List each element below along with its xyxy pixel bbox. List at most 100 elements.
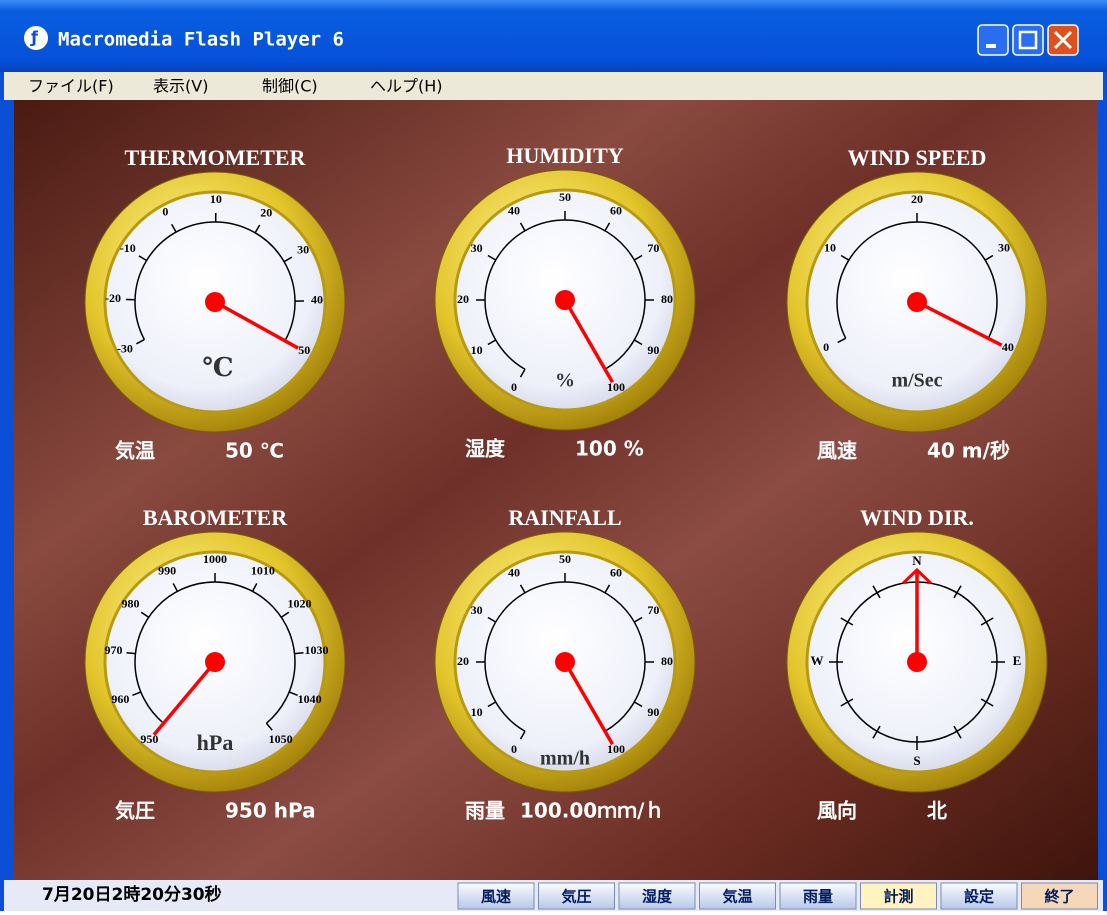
compass-label: N <box>912 553 922 568</box>
gauge-tick-label: 0 <box>511 380 517 394</box>
status-button-label: 計測 <box>883 888 913 906</box>
status-button-label: 気圧 <box>561 888 591 906</box>
gauge-tick-label: 0 <box>511 742 517 756</box>
status-button-label: 湿度 <box>642 888 673 906</box>
gauge-tick-label: 100 <box>607 742 625 756</box>
gauge-tick-label: -10 <box>120 241 136 255</box>
gauge-tick-label: 20 <box>260 206 272 220</box>
status-button-label: 風速 <box>481 888 511 906</box>
minimize-button[interactable] <box>978 25 1008 55</box>
gauge-tick-label: 60 <box>610 565 622 579</box>
gauge-tick-label: 1000 <box>203 552 227 566</box>
gauge-title: WIND SPEED <box>848 145 987 170</box>
reading-value: 50 ℃ <box>225 439 284 463</box>
gauge-hub <box>907 292 927 312</box>
gauge-tick-label: 40 <box>311 293 323 307</box>
reading-label: 気温 <box>115 439 155 463</box>
flash-window: ƒ Macromedia Flash Player 6 ファイル(F) 表示(V)… <box>0 0 1107 911</box>
gauge-tick-label: 40 <box>508 565 520 579</box>
gauge-tick-label: 80 <box>661 292 673 306</box>
gauge-tick-label: 10 <box>471 343 483 357</box>
gauge-tick-label: 1030 <box>304 643 328 657</box>
status-time: 7月20日2時20分30秒 <box>42 884 222 905</box>
gauge-tick-label: 1040 <box>298 692 322 706</box>
reading-label: 風向 <box>817 799 857 823</box>
gauge-unit: hPa <box>197 730 234 755</box>
reading-label: 雨量 <box>465 799 505 823</box>
gauge-tick-label: 90 <box>647 705 659 719</box>
gauge-tick-label: 50 <box>559 190 571 204</box>
gauge-tick <box>295 653 304 654</box>
gauge-tick-label: 20 <box>457 292 469 306</box>
gauge-tick-label: 980 <box>121 597 139 611</box>
gauge-unit: mm/h <box>540 748 590 770</box>
status-button-label: 気温 <box>722 888 752 906</box>
app-icon-glyph: ƒ <box>30 28 39 47</box>
gauge-tick-label: 30 <box>471 241 483 255</box>
reading-value: 100.00ｍｍ/ｈ <box>520 799 664 823</box>
compass-label: W <box>811 653 824 668</box>
gauge-tick-label: 50 <box>298 343 310 357</box>
reading-label: 風速 <box>817 439 857 463</box>
gauge-tick-label: 0 <box>162 205 168 219</box>
gauge-tick-label: 70 <box>647 603 659 617</box>
gauge-tick-label: 10 <box>471 705 483 719</box>
gauge-tick-label: 30 <box>998 240 1010 254</box>
gauge-tick-label: -20 <box>105 291 121 305</box>
gauge-title: BAROMETER <box>143 505 288 530</box>
gauge-tick-label: 990 <box>158 564 176 578</box>
gauge-tick-label: 0 <box>823 340 829 354</box>
menu-item[interactable]: 表示(V) <box>153 77 208 96</box>
gauge-hub <box>205 652 225 672</box>
gauge-tick-label: 30 <box>471 603 483 617</box>
gauge-tick-label: -30 <box>117 342 133 356</box>
gauge-tick-label: 30 <box>297 242 309 256</box>
menu-item[interactable]: ファイル(F) <box>28 77 114 96</box>
gauge-hub <box>555 652 575 672</box>
gauge-tick-label: 90 <box>647 343 659 357</box>
gauge-tick-label: 80 <box>661 654 673 668</box>
reading-value: 950 hPa <box>225 799 316 823</box>
gauge-hub <box>555 290 575 310</box>
compass-label: E <box>1013 653 1022 668</box>
status-button-label: 終了 <box>1044 888 1074 906</box>
menu-item[interactable]: 制御(C) <box>262 77 318 96</box>
status-button-label: 雨量 <box>803 888 833 906</box>
gauge-tick-label: 1010 <box>251 564 275 578</box>
gauge-hub <box>907 652 927 672</box>
menu-item[interactable]: ヘルプ(H) <box>370 77 443 96</box>
reading-value: 北 <box>927 799 947 823</box>
status-button-label: 設定 <box>964 888 994 906</box>
gauge-title: WIND DIR. <box>860 505 974 530</box>
gauge-tick-label: 40 <box>508 203 520 217</box>
gauge-tick-label: 60 <box>610 203 622 217</box>
gauge-tick <box>126 653 135 654</box>
gauge-tick-label: 70 <box>647 241 659 255</box>
gauge-tick-label: 10 <box>210 192 222 206</box>
maximize-button[interactable] <box>1013 25 1043 55</box>
gauge-tick-label: 1050 <box>269 732 293 746</box>
gauge-title: HUMIDITY <box>506 143 623 168</box>
gauge-tick-label: 100 <box>607 380 625 394</box>
reading-value: 40 m/秒 <box>927 439 1010 463</box>
compass-label: S <box>913 753 920 768</box>
reading-label: 気圧 <box>115 799 155 823</box>
gauge-unit: ℃ <box>202 353 233 382</box>
gauge-title: RAINFALL <box>508 505 621 530</box>
gauge-tick-label: 960 <box>111 692 129 706</box>
gauge-tick-label: 970 <box>105 643 123 657</box>
gauge-unit: % <box>555 370 575 392</box>
window-title: Macromedia Flash Player 6 <box>58 29 344 51</box>
gauge-tick-label: 40 <box>1002 340 1014 354</box>
gauge-tick-label: 1020 <box>288 597 312 611</box>
reading-value: 100 % <box>575 437 644 461</box>
gauge-hub <box>205 292 225 312</box>
gauge-tick-label: 20 <box>911 192 923 206</box>
gauge-tick-label: 10 <box>824 240 836 254</box>
gauge-tick-label: 50 <box>559 552 571 566</box>
gauge-tick-label: 20 <box>457 654 469 668</box>
minimize-icon <box>986 44 996 48</box>
gauge-title: THERMOMETER <box>125 145 307 170</box>
reading-label: 湿度 <box>465 437 506 461</box>
gauge-unit: m/Sec <box>891 370 942 392</box>
